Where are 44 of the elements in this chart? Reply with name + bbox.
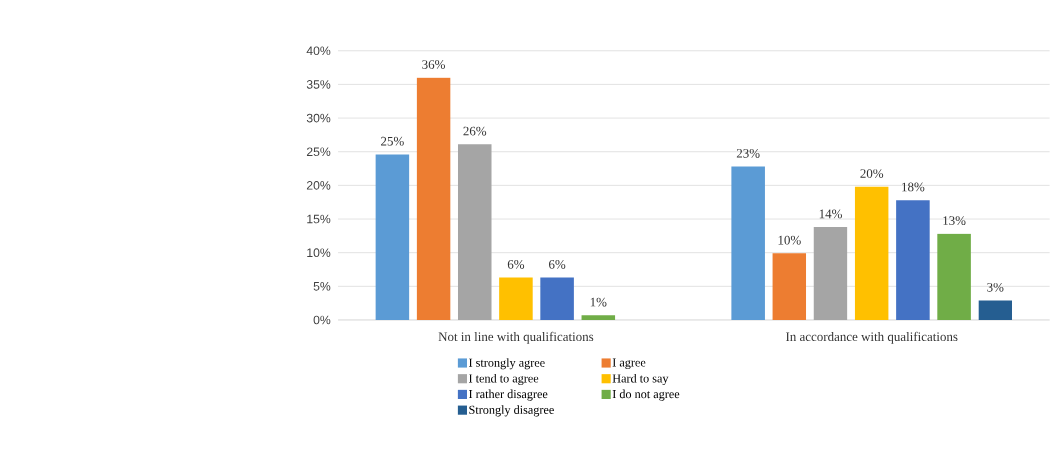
bar bbox=[457, 144, 492, 320]
data-label: 6% bbox=[549, 259, 566, 269]
y-tick-label: 25% bbox=[306, 147, 331, 156]
y-tick-label: 0% bbox=[313, 315, 331, 325]
data-label: 18% bbox=[902, 182, 925, 192]
x-tick-label: In accordance with qualifications bbox=[785, 331, 958, 344]
y-tick-label: 10% bbox=[307, 248, 331, 257]
data-label: 6% bbox=[507, 259, 525, 269]
bar bbox=[854, 186, 889, 320]
data-label: 14% bbox=[819, 209, 842, 219]
y-tick-label: 5% bbox=[313, 282, 331, 291]
bar bbox=[813, 227, 848, 320]
legend-label: I do not agree bbox=[612, 389, 680, 401]
bar bbox=[772, 253, 807, 320]
bar bbox=[731, 166, 765, 320]
data-label: 36% bbox=[422, 60, 445, 69]
data-label: 13% bbox=[943, 216, 966, 225]
data-label: 10% bbox=[778, 235, 801, 245]
y-tick-label: 40% bbox=[306, 46, 331, 56]
data-label: 23% bbox=[736, 148, 760, 158]
legend-label: I tend to agree bbox=[468, 373, 539, 385]
data-label: 25% bbox=[381, 136, 404, 146]
legend-label: Strongly disagree bbox=[469, 405, 554, 417]
bar bbox=[416, 77, 451, 320]
bar bbox=[540, 277, 574, 320]
y-tick-label: 30% bbox=[306, 113, 331, 123]
legend-label: Hard to say bbox=[612, 373, 669, 385]
y-tick-label: 20% bbox=[306, 181, 331, 190]
bar bbox=[499, 277, 533, 320]
data-label: 20% bbox=[860, 169, 884, 178]
bar bbox=[581, 315, 616, 320]
bar bbox=[978, 300, 1013, 320]
y-tick-label: 15% bbox=[307, 214, 331, 224]
data-label: 3% bbox=[987, 282, 1004, 292]
data-label: 1% bbox=[590, 297, 607, 307]
x-tick-label: Not in line with qualifications bbox=[438, 331, 594, 344]
data-label: 26% bbox=[463, 126, 487, 136]
bar bbox=[375, 154, 410, 320]
legend-label: I strongly agree bbox=[468, 358, 545, 370]
y-tick-label: 35% bbox=[306, 80, 331, 89]
bar bbox=[937, 233, 971, 320]
legend-label: I agree bbox=[612, 358, 646, 370]
legend-label: I rather disagree bbox=[468, 389, 548, 401]
bar bbox=[896, 200, 930, 320]
